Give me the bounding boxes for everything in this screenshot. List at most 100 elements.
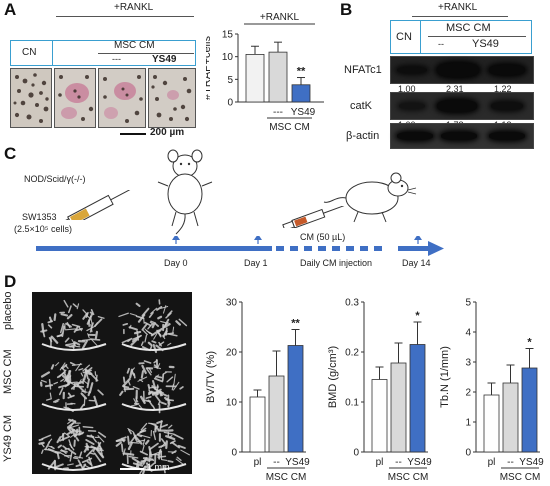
y-tick-label: 30 [226, 298, 238, 309]
x-tick-label: YS49 [519, 457, 544, 468]
x-tick-label: YS49 [285, 457, 310, 468]
y-tick-label: 0 [231, 448, 237, 459]
row-label-msc-cm: MSC CM [2, 349, 14, 394]
y-tick-label: 0.1 [345, 398, 359, 409]
row-label-placebo: placebo [2, 291, 14, 330]
rankl-line-b [412, 16, 508, 17]
y-axis-label: Tb.N (1/mm) [439, 346, 451, 408]
blot-row-nfatc1 [390, 56, 534, 84]
rankl-header-b: +RANKL [438, 2, 478, 13]
microct-sample [118, 299, 188, 354]
group-label: MSC CM [266, 472, 307, 483]
cn-label-b: CN [396, 31, 412, 43]
y-tick-label: 2 [465, 388, 471, 399]
dashes-label-b: -- [438, 39, 444, 49]
panel-letter-c: C [4, 144, 17, 163]
microct-sample [115, 420, 190, 475]
panel-letter-b: B [340, 0, 353, 19]
band-catk-ys49 [491, 102, 523, 110]
bar [409, 344, 426, 453]
msc-line-b [428, 36, 526, 37]
bar [371, 379, 388, 453]
blot-label-catk: catK [350, 100, 373, 112]
ys49-label-b: YS49 [472, 38, 499, 50]
bar [268, 375, 285, 453]
bar [483, 394, 500, 453]
band-nfatc1-cn [397, 67, 427, 73]
x-tick-label: YS49 [291, 107, 316, 118]
y-axis-label: BV/TV (%) [205, 351, 217, 403]
timeline-day0: Day 0 [164, 258, 188, 268]
x-tick-label: pl [488, 457, 496, 468]
rankl-line-a [56, 16, 194, 17]
blot-label-beta-actin: β-actin [346, 130, 380, 142]
blot-row-beta-actin [390, 123, 534, 149]
x-tick-label: --- [273, 107, 283, 118]
y-tick-label: 0.2 [345, 348, 359, 359]
msc-cm-label-b: MSC CM [446, 22, 491, 34]
panel-letter-a: A [4, 0, 17, 19]
y-axis-label: #TRAP+cells [206, 36, 213, 100]
x-tick-label: pl [376, 457, 384, 468]
timeline-day1: Day 1 [244, 258, 268, 268]
bar [502, 382, 519, 453]
panel-letter-d: D [4, 272, 17, 291]
cell-line-label: SW1353 [22, 212, 57, 222]
y-tick-label: 10 [222, 52, 234, 63]
scale-bar-a [120, 133, 146, 135]
timeline [36, 236, 444, 256]
cn-label-a: CN [22, 47, 37, 58]
x-tick-label: YS49 [407, 457, 432, 468]
significance-marker: ** [297, 66, 306, 78]
band-actin-ys49 [489, 132, 525, 140]
micrograph-rankl [54, 68, 96, 128]
band-actin-cn [397, 132, 433, 140]
x-tick-label: -- [395, 457, 402, 468]
band-catk-cn [399, 103, 425, 109]
microct-sample [40, 299, 107, 351]
msc-cm-label-a: MSC CM [114, 40, 155, 51]
y-axis-label: BMD (g/cm³) [327, 346, 339, 408]
timeline-day14: Day 14 [402, 258, 431, 268]
y-tick-label: 1 [465, 418, 471, 429]
bar [245, 54, 265, 103]
label-divider-a [52, 40, 54, 66]
x-tick-label: pl [254, 457, 262, 468]
bmd-chart: 0 0.1 0.2 0.3 BMD (g/cm³) pl -- * YS49 MSC CM [327, 298, 432, 484]
label-divider-b [420, 20, 422, 54]
trap-cells-chart: 0 5 10 15 #TRAP+cells --- ** YS49 MSC CM +RANKL [206, 12, 324, 133]
y-tick-label: 0.3 [345, 298, 359, 309]
y-tick-label: 20 [226, 348, 238, 359]
band-nfatc1-ys49 [489, 65, 525, 75]
bar [291, 84, 311, 103]
scale-label-a: 200 µm [150, 127, 185, 138]
quant-nfatc1-ys49: 1.22 [494, 84, 512, 94]
bvtv-chart: 0 10 20 30 BV/TV (%) pl -- ** YS49 MSC CM [205, 298, 310, 484]
y-tick-label: 0 [227, 98, 233, 109]
row-label-ys49-cm: YS49 CM [2, 414, 14, 462]
band-actin-msc [441, 132, 477, 140]
y-tick-label: 3 [465, 358, 471, 369]
quant-nfatc1-cn: 1.00 [398, 84, 416, 94]
group-label: MSC CM [500, 472, 541, 483]
micrograph-ys49 [148, 68, 196, 128]
blot-row-catk [390, 92, 534, 120]
micrograph-msc-cm [98, 68, 146, 128]
scale-label-d: 1 mm [147, 462, 170, 472]
blot-label-nfatc1: NFATc1 [344, 64, 382, 76]
ys49-label-a: YS49 [152, 54, 177, 65]
y-tick-label: 0 [465, 448, 471, 459]
band-catk-msc [437, 100, 477, 112]
y-tick-label: 5 [227, 75, 233, 86]
scale-bar-d [120, 468, 144, 470]
group-label: MSC CM [269, 122, 310, 133]
msc-line-a [98, 53, 194, 54]
microct-sample [119, 359, 187, 414]
dashes-label-a: --- [112, 54, 121, 64]
tbn-chart: 0 1 2 3 4 5 Tb.N (1/mm) pl -- * YS49 MSC CM [439, 298, 544, 484]
chart-title: +RANKL [260, 12, 300, 23]
micrograph-cn [10, 68, 52, 128]
condition-label-box-a [10, 40, 196, 66]
mouse-crawling-icon [323, 172, 417, 223]
bar [390, 362, 407, 453]
